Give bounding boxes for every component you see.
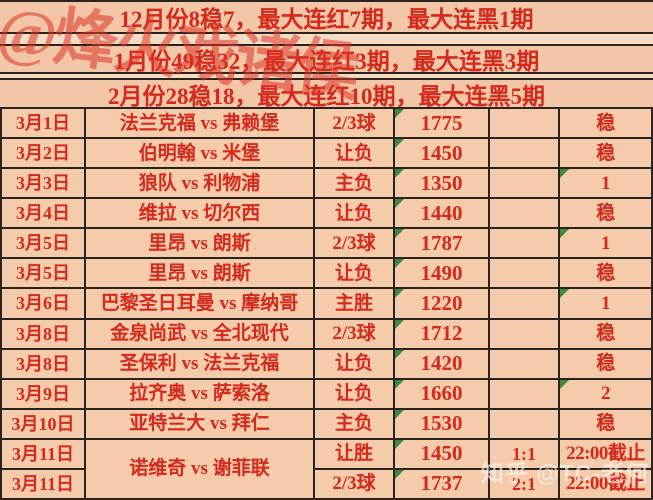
cell-date: 3月1日: [2, 109, 86, 140]
cell-result: 2: [560, 379, 653, 410]
cell-match: 诺维奇 vs 谢菲联: [86, 439, 315, 500]
cell-odds: 1450: [395, 139, 490, 170]
cell-score: [490, 259, 560, 290]
summary-row-february: 2月份28稳18，最大连红10期，最大连黑5期: [0, 78, 653, 109]
cell-score: [490, 409, 560, 440]
cell-bet-type: 主负: [315, 169, 395, 200]
cell-bet-type: 主胜: [315, 289, 395, 320]
cell-result: 稳: [560, 349, 653, 380]
cell-score: 1:1: [490, 439, 560, 470]
cell-date: 3月5日: [2, 259, 86, 290]
cell-result: 22:00截止: [560, 439, 653, 470]
cell-odds: 1220: [395, 289, 490, 320]
cell-match: 狼队 vs 利物浦: [86, 169, 315, 200]
cell-result: 稳: [560, 259, 653, 290]
cell-date: 3月10日: [2, 409, 86, 440]
cell-odds: 1712: [395, 319, 490, 350]
cell-score: [490, 169, 560, 200]
cell-result: 稳: [560, 409, 653, 440]
cell-bet-type: 让负: [315, 199, 395, 230]
cell-result: 稳: [560, 319, 653, 350]
summary-row-december: 12月份8稳7，最大连红7期，最大连黑1期: [0, 0, 653, 34]
cell-date: 3月2日: [2, 139, 86, 170]
cell-score: [490, 199, 560, 230]
cell-bet-type: 2/3球: [315, 109, 395, 140]
cell-result: 22:00截止: [560, 469, 653, 500]
results-table: 3月1日 法兰克福 vs 弗赖堡 2/3球 1775 稳 3月2日 伯明翰 vs 米堡 让负 1…: [0, 107, 653, 500]
cell-score: [490, 229, 560, 260]
cell-match: 伯明翰 vs 米堡: [86, 139, 315, 170]
cell-result: 1: [560, 289, 653, 320]
cell-bet-type: 让负: [315, 139, 395, 170]
cell-odds: 1787: [395, 229, 490, 260]
cell-score: [490, 289, 560, 320]
cell-bet-type: 让负: [315, 259, 395, 290]
cell-result: 稳: [560, 139, 653, 170]
cell-score: [490, 109, 560, 140]
cell-odds: 1660: [395, 379, 490, 410]
cell-result: 稳: [560, 199, 653, 230]
cell-match: 拉齐奥 vs 萨索洛: [86, 379, 315, 410]
cell-date: 3月11日: [2, 469, 86, 500]
cell-bet-type: 2/3球: [315, 469, 395, 500]
cell-date: 3月8日: [2, 319, 86, 350]
cell-bet-type: 让负: [315, 349, 395, 380]
cell-date: 3月11日: [2, 439, 86, 470]
cell-match: 巴黎圣日耳曼 vs 摩纳哥: [86, 289, 315, 320]
header-divider-band: [0, 74, 653, 78]
cell-odds: 1490: [395, 259, 490, 290]
cell-score: [490, 379, 560, 410]
cell-odds: 1420: [395, 349, 490, 380]
cell-score: [490, 349, 560, 380]
cell-match: 圣保利 vs 法兰克福: [86, 349, 315, 380]
cell-score: [490, 319, 560, 350]
cell-date: 3月3日: [2, 169, 86, 200]
cell-odds: 1440: [395, 199, 490, 230]
cell-match: 里昂 vs 朗斯: [86, 229, 315, 260]
cell-odds: 1530: [395, 409, 490, 440]
cell-date: 3月4日: [2, 199, 86, 230]
cell-match: 法兰克福 vs 弗赖堡: [86, 109, 315, 140]
summary-row-january: 1月份49稳32，最大连红3期，最大连黑3期: [0, 44, 653, 74]
cell-match: 里昂 vs 朗斯: [86, 259, 315, 290]
cell-result: 1: [560, 229, 653, 260]
cell-odds: 1350: [395, 169, 490, 200]
cell-result: 1: [560, 169, 653, 200]
cell-bet-type: 2/3球: [315, 319, 395, 350]
cell-bet-type: 2/3球: [315, 229, 395, 260]
cell-bet-type: 主负: [315, 409, 395, 440]
cell-match: 维拉 vs 切尔西: [86, 199, 315, 230]
cell-odds: 1737: [395, 469, 490, 500]
cell-bet-type: 让胜: [315, 439, 395, 470]
cell-match: 亚特兰大 vs 拜仁: [86, 409, 315, 440]
cell-result: 稳: [560, 109, 653, 140]
cell-date: 3月6日: [2, 289, 86, 320]
cell-match: 金泉尚武 vs 全北现代: [86, 319, 315, 350]
cell-score: [490, 139, 560, 170]
cell-date: 3月8日: [2, 349, 86, 380]
header-divider-band: [0, 34, 653, 44]
cell-bet-type: 让负: [315, 379, 395, 410]
cell-date: 3月9日: [2, 379, 86, 410]
cell-score: 2:1: [490, 469, 560, 500]
cell-date: 3月5日: [2, 229, 86, 260]
cell-odds: 1450: [395, 439, 490, 470]
cell-odds: 1775: [395, 109, 490, 140]
